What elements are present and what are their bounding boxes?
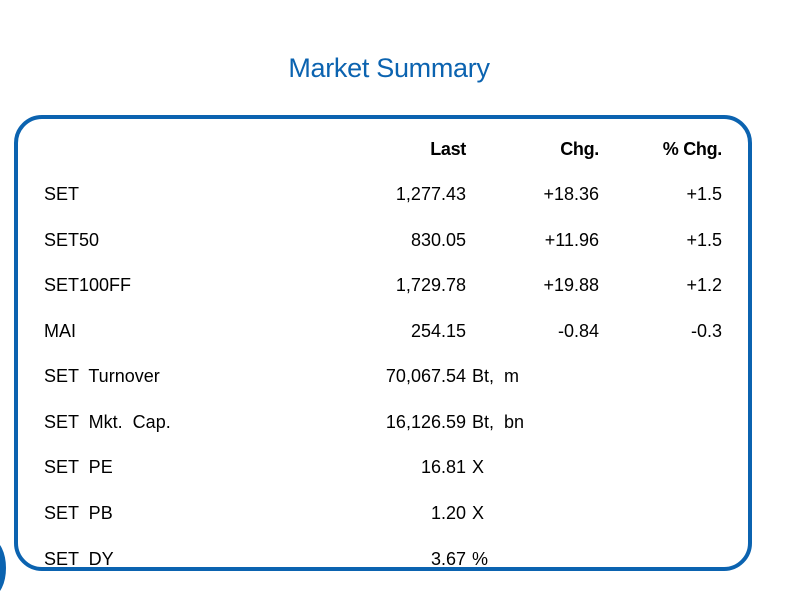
index-last: 1,277.43 (395, 184, 466, 204)
decorative-shape (0, 540, 6, 596)
stat-name: SET DY (44, 549, 114, 569)
index-chg: +19.88 (543, 275, 599, 295)
index-pct-chg: +1.2 (686, 275, 722, 295)
stat-unit: Bt, m (472, 366, 520, 386)
stat-value: 70,067.54 (385, 366, 466, 386)
column-header-chg: Chg. (560, 139, 599, 159)
stat-unit: X (472, 503, 485, 523)
stat-name: SET Turnover (44, 366, 160, 386)
index-name: SET50 (44, 230, 100, 250)
stat-value: 16.81 (420, 457, 466, 477)
stat-unit: Bt, bn (472, 412, 525, 432)
index-chg: +11.96 (544, 230, 599, 250)
index-name: SET (44, 184, 80, 204)
stat-value: 1.20 (430, 503, 466, 523)
index-name: SET100FF (44, 275, 132, 295)
stat-unit: X (472, 457, 485, 477)
index-last: 1,729.78 (395, 275, 466, 295)
index-pct-chg: +1.5 (686, 230, 722, 250)
stat-value: 3.67 (430, 549, 466, 569)
index-pct-chg: +1.5 (686, 184, 722, 204)
column-header-pct-chg: % Chg. (662, 139, 723, 159)
index-last: 254.15 (410, 321, 466, 341)
market-summary-panel (14, 115, 752, 571)
column-header-last: Last (430, 139, 466, 159)
stat-name: SET Mkt. Cap. (44, 412, 171, 432)
index-last: 830.05 (410, 230, 466, 250)
stat-unit: % (472, 549, 489, 569)
page-title: Market Summary (288, 53, 490, 83)
stat-name: SET PE (44, 457, 113, 477)
index-chg: +18.36 (543, 184, 599, 204)
index-pct-chg: -0.3 (690, 321, 722, 341)
index-chg: -0.84 (557, 321, 599, 341)
index-name: MAI (44, 321, 77, 341)
stat-value: 16,126.59 (385, 412, 466, 432)
stat-name: SET PB (44, 503, 113, 523)
